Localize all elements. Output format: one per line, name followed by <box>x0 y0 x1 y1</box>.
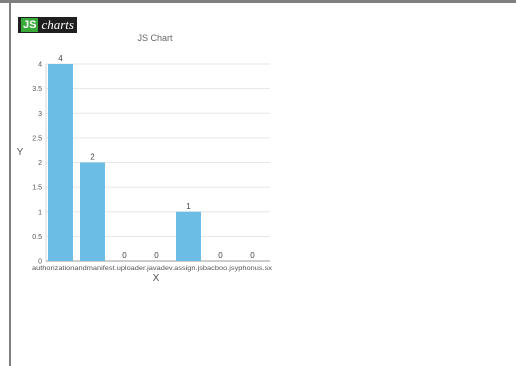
x-tick-labels: authorizationandmanifest.uploader.javade… <box>32 266 272 272</box>
bar-value-label: 0 <box>154 251 159 260</box>
bar-series <box>48 64 201 261</box>
y-tick-label: 2 <box>38 160 42 167</box>
bar <box>176 211 201 261</box>
bar-value-label: 0 <box>218 251 223 260</box>
y-tick-label: 0.5 <box>32 234 42 241</box>
y-tick-label: 3.5 <box>32 86 42 93</box>
window-top-border <box>0 0 516 3</box>
y-tick-label: 0 <box>38 259 42 266</box>
y-tick-label: 1.5 <box>32 185 42 192</box>
grid-lines <box>46 63 270 237</box>
bar <box>48 64 73 261</box>
bar <box>80 162 105 261</box>
y-tick-label: 2.5 <box>32 135 42 142</box>
y-tick-label: 1 <box>38 209 42 216</box>
bar-value-label: 2 <box>90 153 95 162</box>
bar-value-label: 0 <box>250 251 255 260</box>
y-axis-label: Y <box>17 147 24 158</box>
chart-title: JS Chart <box>137 33 173 43</box>
window-left-border <box>9 3 11 366</box>
data-labels: 4 2 0 0 1 0 0 <box>58 54 255 260</box>
logo-charts-text: charts <box>41 17 74 32</box>
jscharts-logo: JS charts <box>18 17 77 33</box>
bar-value-label: 4 <box>58 54 63 63</box>
bar-value-label: 0 <box>122 251 127 260</box>
logo-js-text: JS <box>21 18 39 32</box>
x-axis-label: X <box>153 273 160 284</box>
y-tick-label: 3 <box>38 111 42 118</box>
y-axis-ticks: 0 0.5 1 1.5 2 2.5 3 3.5 4 <box>32 62 42 266</box>
bar-value-label: 1 <box>186 202 191 211</box>
y-tick-label: 4 <box>38 62 42 69</box>
